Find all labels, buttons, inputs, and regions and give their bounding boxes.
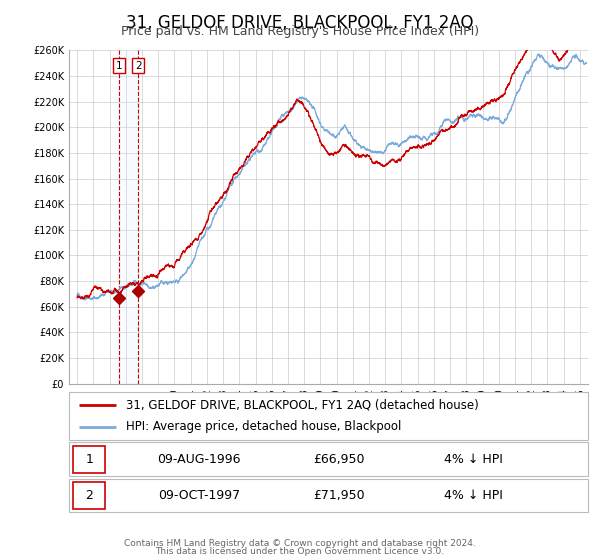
Text: This data is licensed under the Open Government Licence v3.0.: This data is licensed under the Open Gov… <box>155 547 445 556</box>
Bar <box>73 446 106 473</box>
Text: 1: 1 <box>116 61 122 71</box>
Text: 31, GELDOF DRIVE, BLACKPOOL, FY1 2AQ (detached house): 31, GELDOF DRIVE, BLACKPOOL, FY1 2AQ (de… <box>126 398 479 412</box>
Bar <box>119 50 138 384</box>
Text: 09-OCT-1997: 09-OCT-1997 <box>158 489 240 502</box>
Text: 4% ↓ HPI: 4% ↓ HPI <box>445 489 503 502</box>
Text: HPI: Average price, detached house, Blackpool: HPI: Average price, detached house, Blac… <box>126 420 401 433</box>
Text: 1: 1 <box>85 452 93 466</box>
Text: Contains HM Land Registry data © Crown copyright and database right 2024.: Contains HM Land Registry data © Crown c… <box>124 539 476 548</box>
Text: 2: 2 <box>135 61 142 71</box>
Text: £71,950: £71,950 <box>313 489 365 502</box>
Text: 09-AUG-1996: 09-AUG-1996 <box>157 452 241 466</box>
Bar <box>73 482 106 509</box>
Text: 4% ↓ HPI: 4% ↓ HPI <box>445 452 503 466</box>
Text: £66,950: £66,950 <box>313 452 365 466</box>
Text: 31, GELDOF DRIVE, BLACKPOOL, FY1 2AQ: 31, GELDOF DRIVE, BLACKPOOL, FY1 2AQ <box>126 14 474 32</box>
Text: 2: 2 <box>85 489 93 502</box>
Text: Price paid vs. HM Land Registry's House Price Index (HPI): Price paid vs. HM Land Registry's House … <box>121 25 479 38</box>
